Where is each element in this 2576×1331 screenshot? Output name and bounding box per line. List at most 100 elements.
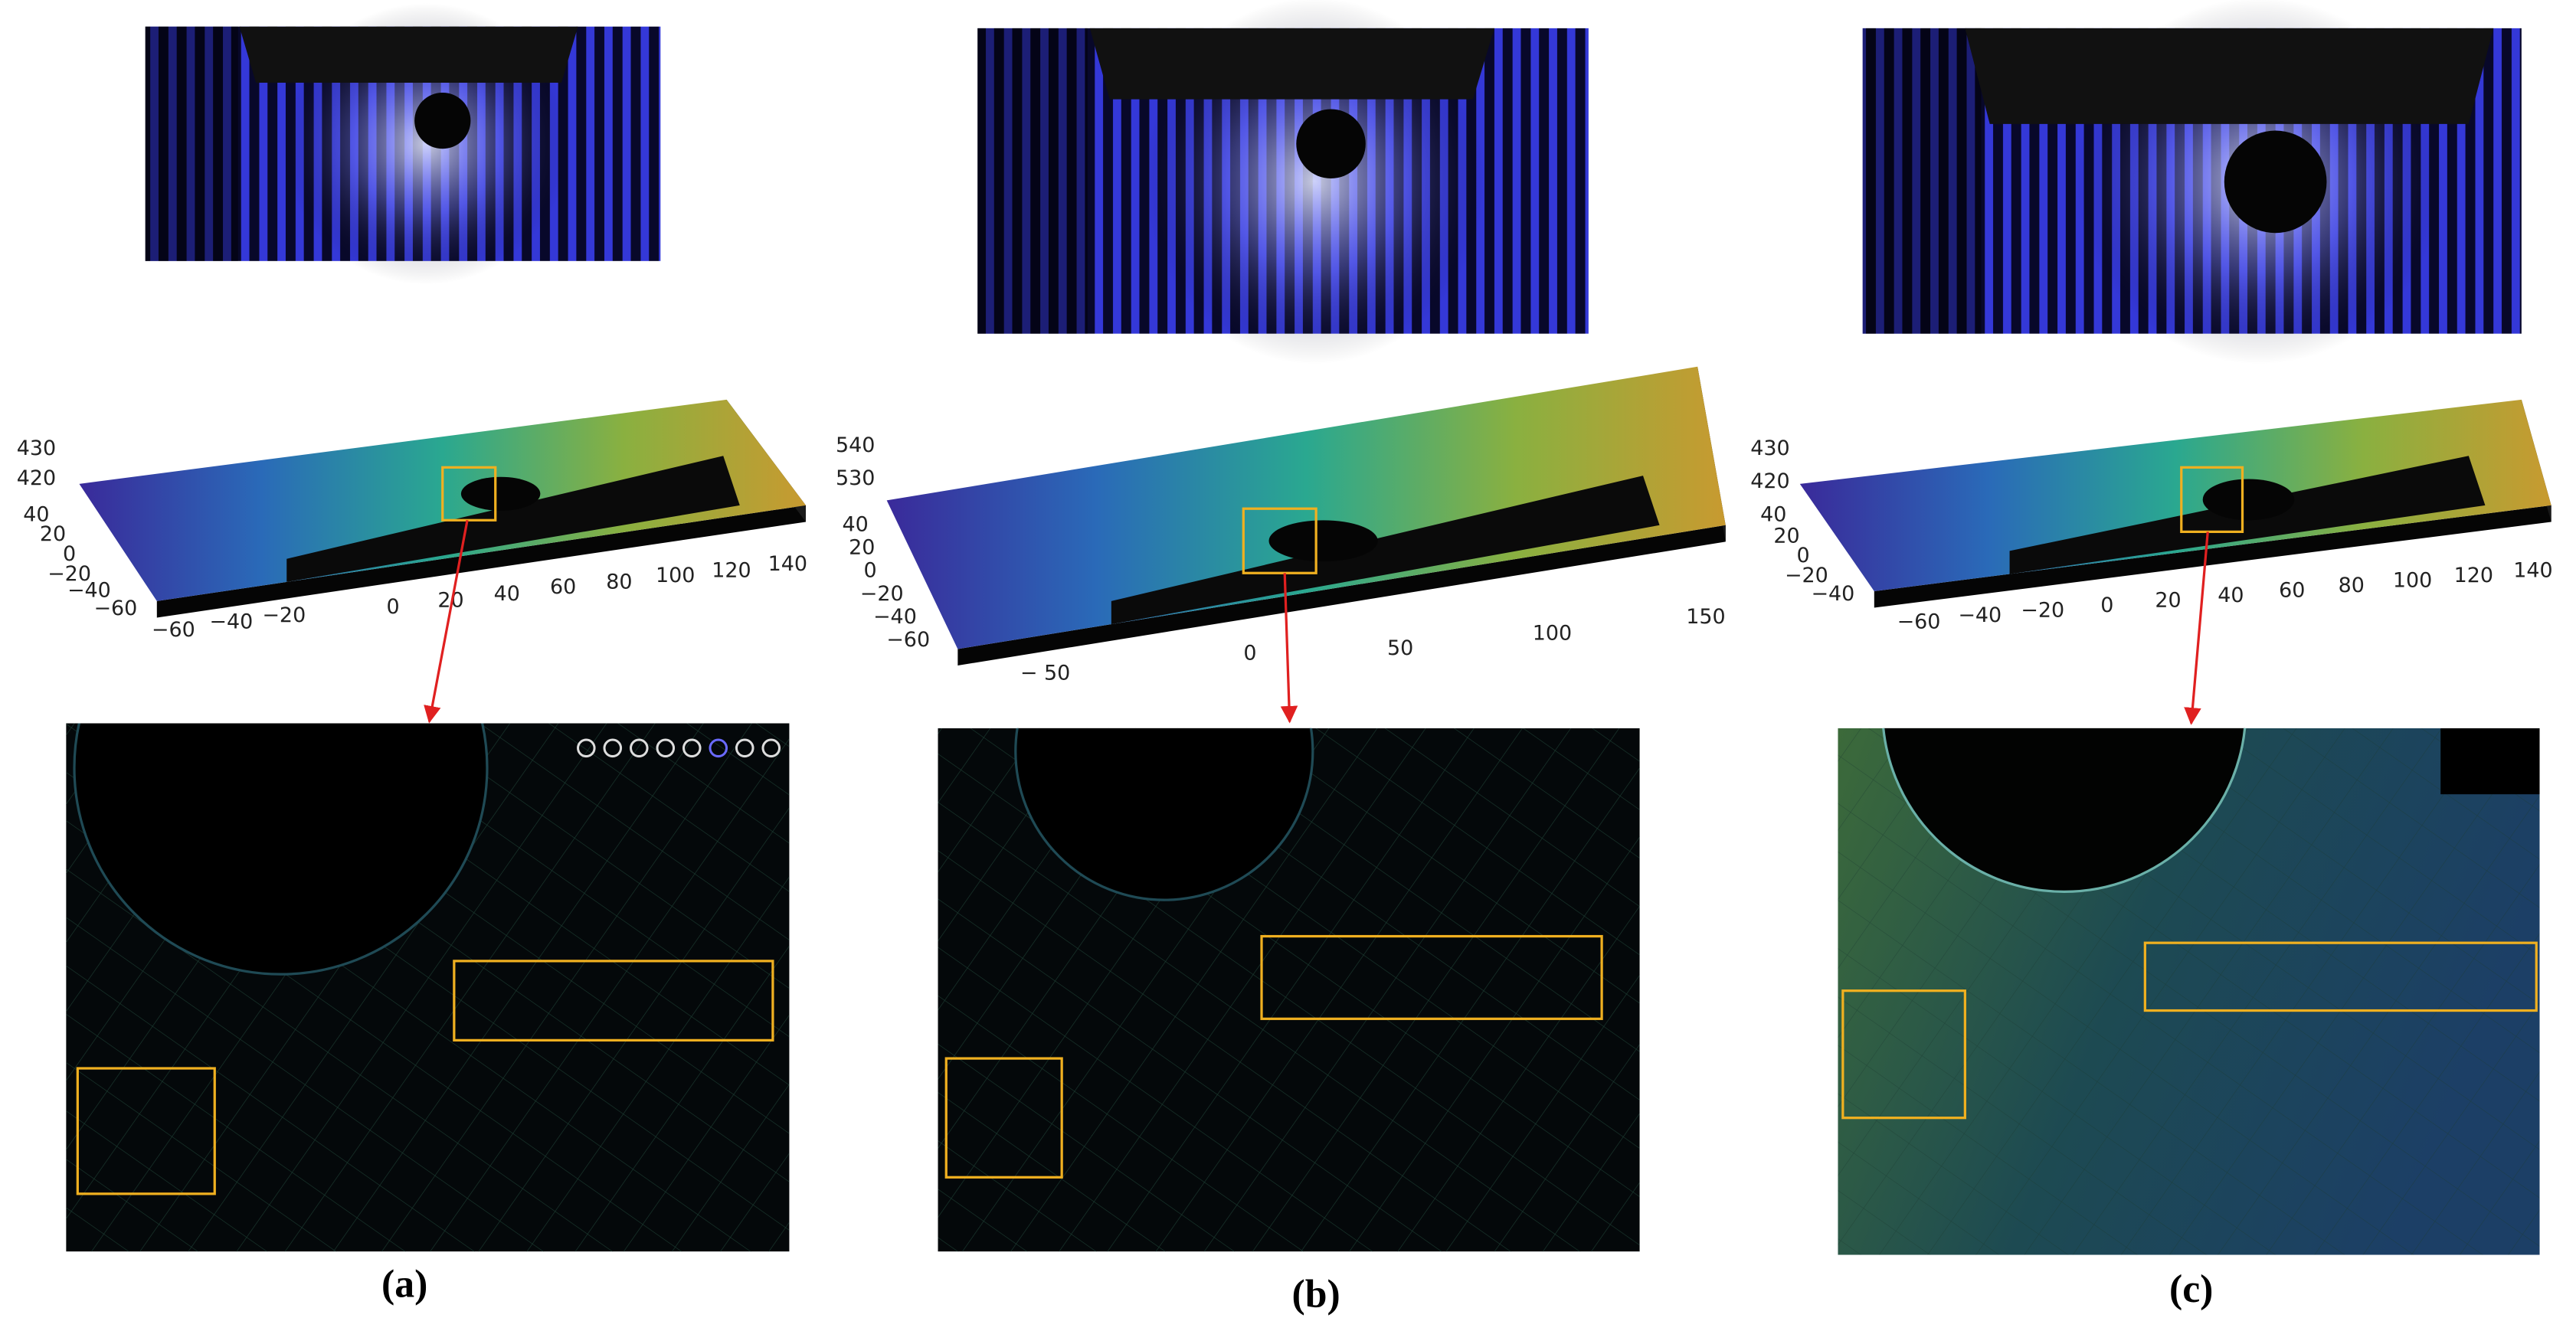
x-tick-label: − 50 [1020, 661, 1070, 685]
x-tick-label: 120 [2454, 564, 2493, 587]
zoom-box [2180, 466, 2244, 533]
toolbar-icon [709, 738, 728, 758]
y-tick-label: 40 [23, 502, 49, 526]
x-tick-label: −20 [262, 603, 306, 627]
x-tick-label: 40 [2218, 584, 2244, 607]
fringe-edge [1862, 28, 1982, 334]
toolbar-icon [629, 738, 649, 758]
toolbar-icon [656, 738, 676, 758]
toolbar-icon [735, 738, 754, 758]
z-tick-label: 430 [1750, 437, 1789, 460]
fringe-edge [145, 26, 238, 261]
zoom-arrow [2184, 531, 2209, 725]
y-tick-label: −40 [67, 578, 111, 602]
x-tick-label: 150 [1686, 605, 1725, 629]
x-tick-label: 120 [712, 559, 751, 583]
defect-box [1841, 989, 1966, 1120]
surface-notch [1111, 476, 1660, 625]
zoom-arrow [424, 519, 469, 724]
surface [1799, 399, 2551, 591]
surface-hole [2202, 479, 2295, 521]
z-tick-label: 530 [836, 466, 875, 490]
toolbar-icon [761, 738, 781, 758]
fringe-edge [977, 28, 1088, 334]
y-tick-label: 40 [1760, 502, 1786, 526]
z-tick-label: 430 [17, 437, 56, 460]
z-tick-label: 420 [17, 466, 56, 490]
surface-notch [286, 456, 740, 582]
x-tick-label: 80 [606, 571, 632, 594]
x-tick-label: −40 [1958, 603, 2002, 627]
x-tick-label: 60 [550, 575, 576, 599]
y-tick-label: 0 [864, 559, 877, 583]
x-tick-label: 60 [2279, 578, 2305, 602]
x-tick-label: 100 [2393, 569, 2432, 593]
toolbar-icon [577, 738, 596, 758]
y-tick-label: −40 [873, 605, 917, 629]
defect-box [76, 1067, 216, 1195]
zoom-view [1838, 728, 2540, 1255]
y-tick-label: −60 [93, 597, 137, 620]
x-tick-label: 140 [2513, 559, 2552, 583]
y-tick-label: 20 [1773, 524, 1799, 548]
fixture-shadow [1965, 28, 2494, 124]
surface-side [1874, 505, 2551, 608]
surface-side [957, 525, 1726, 666]
hole-region [1014, 728, 1314, 901]
panel-label: (a) [381, 1263, 427, 1306]
zoom-box [1242, 507, 1317, 574]
z-tick-label: 540 [836, 433, 875, 457]
x-tick-label: −60 [1897, 610, 1941, 633]
x-tick-label: 100 [1533, 622, 1572, 646]
x-tick-label: 140 [768, 552, 807, 576]
corner-void [2440, 728, 2540, 795]
x-tick-label: 80 [2339, 574, 2365, 597]
defect-box [2143, 941, 2538, 1012]
y-tick-label: −20 [1785, 564, 1828, 587]
x-tick-label: 100 [656, 564, 695, 587]
panel-label: (c) [2169, 1267, 2213, 1311]
zoom-box [441, 466, 497, 522]
defect-box [1260, 934, 1603, 1020]
y-tick-label: 20 [40, 522, 66, 546]
y-tick-label: −20 [47, 562, 91, 586]
z-tick-label: 420 [1750, 469, 1789, 493]
defect-box [453, 960, 774, 1042]
hole [1296, 109, 1366, 179]
x-tick-label: 40 [494, 582, 520, 606]
y-tick-label: 0 [1797, 544, 1810, 567]
y-tick-label: −40 [1811, 582, 1854, 606]
x-tick-label: 20 [2155, 588, 2181, 612]
zoom-view [938, 728, 1640, 1252]
y-tick-label: −60 [886, 628, 930, 652]
toolbar-icon [603, 738, 623, 758]
fixture-shadow [239, 26, 578, 83]
x-tick-label: 0 [2100, 594, 2113, 617]
x-tick-label: 50 [1387, 636, 1413, 660]
defect-box [944, 1057, 1063, 1179]
x-tick-label: 0 [1243, 641, 1256, 665]
surface-side [156, 505, 807, 618]
y-tick-label: 40 [843, 512, 869, 536]
toolbar-icon [682, 738, 702, 758]
y-tick-label: 20 [849, 535, 875, 559]
y-tick-label: −20 [860, 582, 904, 606]
hole-region [73, 723, 489, 976]
zoom-arrow [1280, 573, 1298, 724]
surface-hole [460, 476, 541, 511]
x-tick-label: 0 [387, 595, 400, 619]
y-tick-label: 0 [63, 542, 76, 566]
hole [414, 92, 471, 149]
zoom-view [66, 723, 790, 1252]
x-tick-label: −20 [2021, 598, 2064, 622]
x-tick-label: −60 [152, 618, 195, 642]
panel-label: (b) [1292, 1273, 1340, 1316]
surface-hole [1268, 520, 1378, 562]
hole [2224, 130, 2327, 234]
hole-region [1882, 728, 2247, 893]
x-tick-label: −40 [209, 610, 253, 633]
